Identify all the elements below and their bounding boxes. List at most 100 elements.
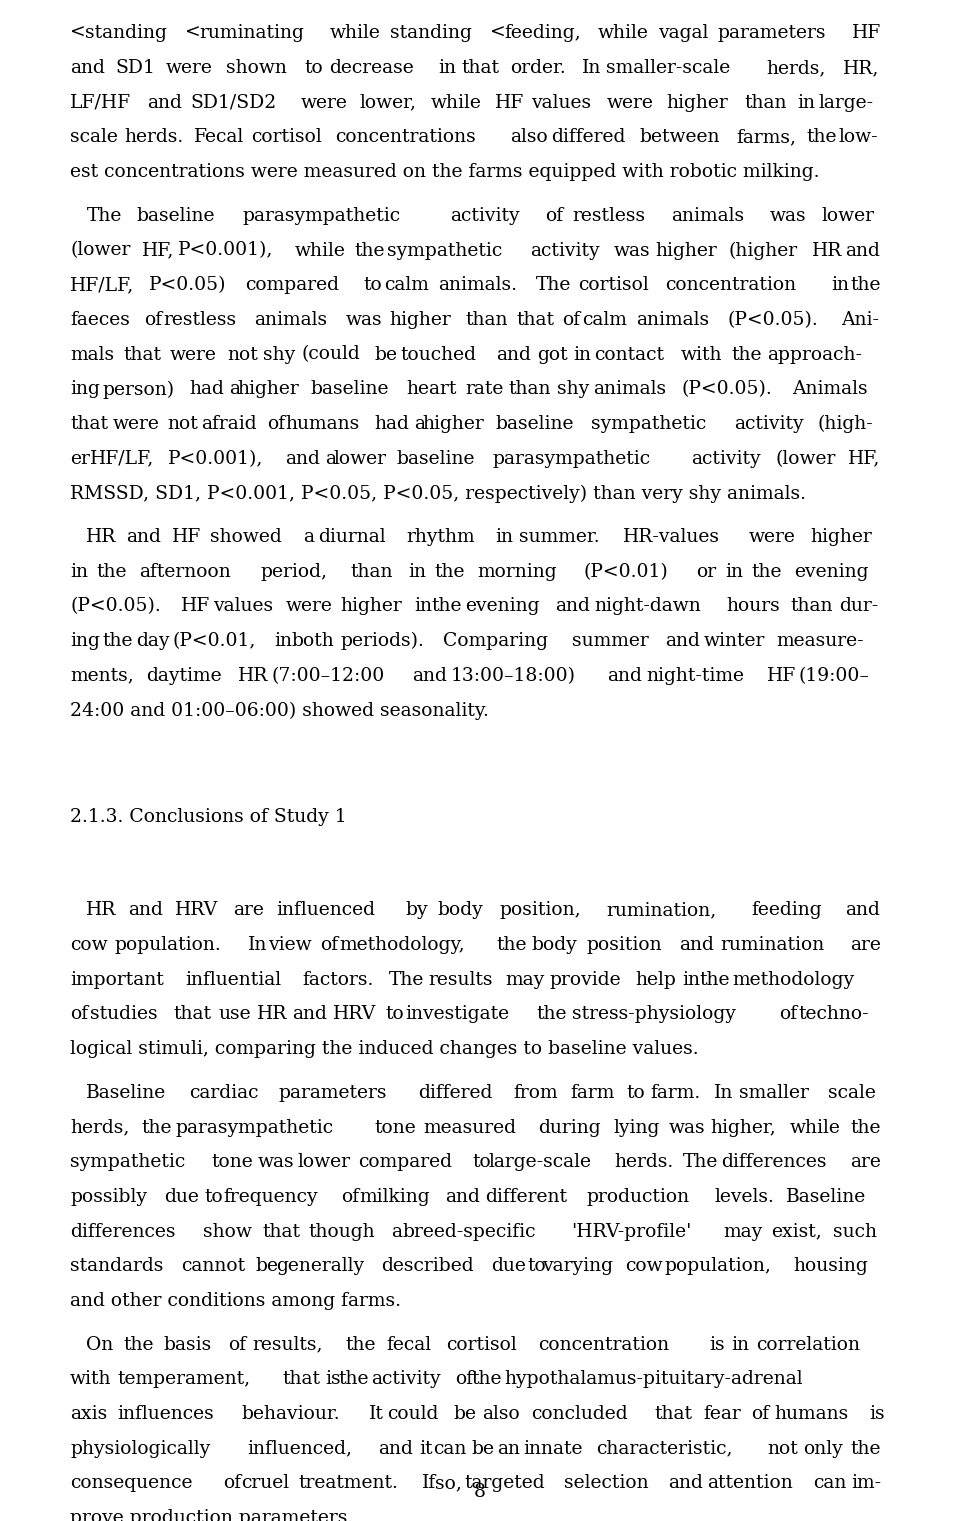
Text: than: than <box>744 94 786 111</box>
Text: herds,: herds, <box>70 1118 130 1136</box>
Text: correlation: correlation <box>756 1335 860 1354</box>
Text: that: that <box>70 415 108 433</box>
Text: may: may <box>724 1223 762 1241</box>
Text: varying: varying <box>542 1258 613 1275</box>
Text: vagal: vagal <box>659 24 708 43</box>
Text: only: only <box>804 1440 843 1457</box>
Text: er: er <box>70 450 90 467</box>
Text: due: due <box>492 1258 526 1275</box>
Text: 'HRV-profile': 'HRV-profile' <box>571 1223 692 1241</box>
Text: calm: calm <box>582 310 627 329</box>
Text: and: and <box>495 345 531 364</box>
Text: and: and <box>845 242 879 260</box>
Text: HF: HF <box>852 24 881 43</box>
Text: levels.: levels. <box>714 1188 774 1206</box>
Text: exist,: exist, <box>771 1223 822 1241</box>
Text: (7:00–12:00: (7:00–12:00 <box>272 666 385 684</box>
Text: afternoon: afternoon <box>139 563 230 581</box>
Text: factors.: factors. <box>302 970 374 989</box>
Text: herds.: herds. <box>125 128 184 146</box>
Text: to: to <box>472 1153 491 1171</box>
Text: and: and <box>292 1005 326 1024</box>
Text: not: not <box>227 345 257 364</box>
Text: evening: evening <box>794 563 868 581</box>
Text: HRV: HRV <box>333 1005 376 1024</box>
Text: ing: ing <box>70 380 100 399</box>
Text: the: the <box>471 1370 502 1389</box>
Text: In: In <box>248 935 267 954</box>
Text: calm: calm <box>384 277 428 294</box>
Text: Fecal: Fecal <box>194 128 244 146</box>
Text: the: the <box>851 1440 881 1457</box>
Text: restless: restless <box>572 207 645 225</box>
Text: behaviour.: behaviour. <box>242 1405 341 1424</box>
Text: in: in <box>725 563 743 581</box>
Text: in: in <box>831 277 849 294</box>
Text: of: of <box>70 1005 88 1024</box>
Text: that: that <box>124 345 162 364</box>
Text: the: the <box>851 277 881 294</box>
Text: periods).: periods). <box>341 633 424 651</box>
Text: of: of <box>563 310 580 329</box>
Text: were: were <box>300 94 348 111</box>
Text: standing: standing <box>390 24 471 43</box>
Text: in: in <box>70 563 88 581</box>
Text: techno-: techno- <box>799 1005 870 1024</box>
Text: a: a <box>325 450 336 467</box>
Text: are: are <box>233 902 264 919</box>
Text: not: not <box>768 1440 799 1457</box>
Text: the: the <box>346 1335 375 1354</box>
Text: in: in <box>797 94 815 111</box>
Text: summer: summer <box>572 633 649 649</box>
Text: that: that <box>282 1370 321 1389</box>
Text: due: due <box>164 1188 200 1206</box>
Text: both: both <box>292 633 334 649</box>
Text: of: of <box>144 310 162 329</box>
Text: selection: selection <box>564 1474 648 1492</box>
Text: physiologically: physiologically <box>70 1440 210 1457</box>
Text: to: to <box>385 1005 404 1024</box>
Text: HR: HR <box>812 242 842 260</box>
Text: (P<0.05).: (P<0.05). <box>682 380 772 399</box>
Text: and: and <box>668 1474 703 1492</box>
Text: influenced: influenced <box>276 902 374 919</box>
Text: in: in <box>275 633 293 649</box>
Text: is: is <box>709 1335 725 1354</box>
Text: HRV: HRV <box>176 902 219 919</box>
Text: that: that <box>516 310 555 329</box>
Text: scale: scale <box>70 128 118 146</box>
Text: (could: (could <box>301 345 361 364</box>
Text: (19:00–: (19:00– <box>799 666 870 684</box>
Text: the: the <box>496 935 527 954</box>
Text: (P<0.05).: (P<0.05). <box>70 598 161 616</box>
Text: diurnal: diurnal <box>318 528 386 546</box>
Text: stress-physiology: stress-physiology <box>571 1005 735 1024</box>
Text: are: are <box>851 935 881 954</box>
Text: scale: scale <box>828 1084 876 1101</box>
Text: activity: activity <box>734 415 804 433</box>
Text: population.: population. <box>114 935 221 954</box>
Text: The: The <box>536 277 571 294</box>
Text: ing: ing <box>70 633 100 649</box>
Text: The: The <box>389 970 424 989</box>
Text: animals: animals <box>671 207 744 225</box>
Text: P<0.001),: P<0.001), <box>168 450 263 467</box>
Text: not: not <box>168 415 199 433</box>
Text: is: is <box>324 1370 341 1389</box>
Text: LF/HF: LF/HF <box>70 94 132 111</box>
Text: while: while <box>295 242 346 260</box>
Text: HR: HR <box>256 1005 287 1024</box>
Text: sympathetic: sympathetic <box>388 242 503 260</box>
Text: parasympathetic: parasympathetic <box>242 207 400 225</box>
Text: consequence: consequence <box>70 1474 193 1492</box>
Text: HR: HR <box>86 528 117 546</box>
Text: differed: differed <box>418 1084 492 1101</box>
Text: to: to <box>627 1084 645 1101</box>
Text: had: had <box>374 415 410 433</box>
Text: were: were <box>170 345 217 364</box>
Text: and: and <box>665 633 700 649</box>
Text: attention: attention <box>708 1474 793 1492</box>
Text: was: was <box>346 310 382 329</box>
Text: and: and <box>147 94 182 111</box>
Text: methodology,: methodology, <box>339 935 465 954</box>
